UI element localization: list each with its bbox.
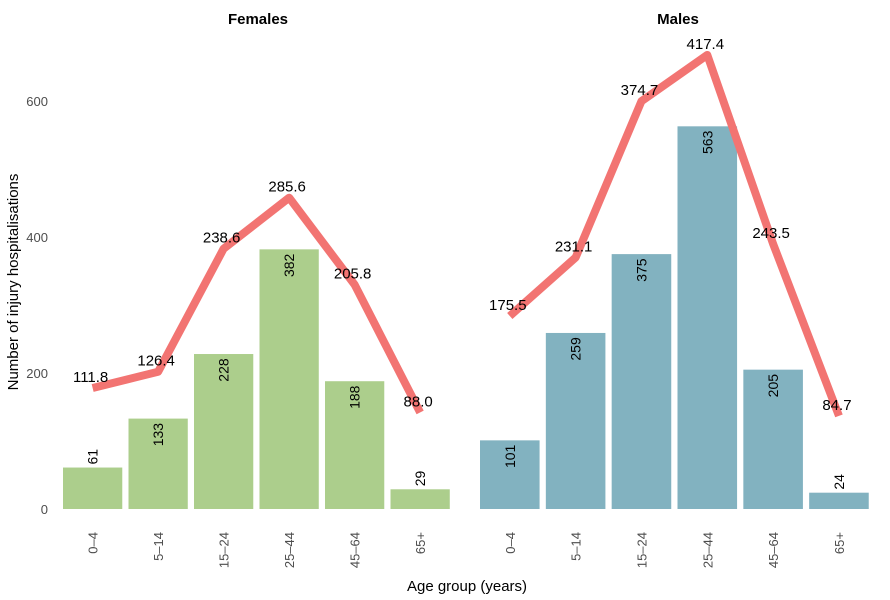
x-tick-label: 15–24 bbox=[217, 532, 232, 568]
x-tick-label: 65+ bbox=[413, 532, 428, 554]
bar bbox=[63, 467, 123, 509]
bar bbox=[611, 254, 672, 509]
bar bbox=[128, 418, 188, 509]
bar-value-label: 205 bbox=[765, 374, 781, 398]
bar-value-label: 563 bbox=[699, 130, 715, 154]
rate-value-label: 417.4 bbox=[687, 36, 725, 53]
rate-value-label: 285.6 bbox=[268, 179, 306, 196]
chart-panels: Females 61 0–4 133 5–14 228 15–24 382 25–44 188 45… bbox=[63, 11, 869, 568]
x-tick-label: 0–4 bbox=[86, 532, 101, 554]
panel-title: Females bbox=[228, 11, 288, 28]
x-tick-label: 5–14 bbox=[151, 532, 166, 561]
bar bbox=[809, 492, 869, 509]
rate-value-label: 238.6 bbox=[203, 230, 241, 247]
bar bbox=[325, 381, 385, 509]
y-tick-label: 400 bbox=[26, 230, 48, 245]
x-tick-label: 25–44 bbox=[700, 532, 715, 568]
y-tick-label: 0 bbox=[41, 502, 48, 517]
bar-value-label: 382 bbox=[281, 253, 297, 277]
bar bbox=[194, 354, 254, 509]
bar bbox=[545, 332, 606, 509]
bar-value-label: 24 bbox=[831, 474, 847, 490]
bar-value-label: 228 bbox=[216, 358, 232, 382]
x-tick-label: 5–14 bbox=[569, 532, 584, 561]
x-axis-title: Age group (years) bbox=[407, 578, 527, 595]
rate-value-label: 111.8 bbox=[73, 369, 108, 386]
y-tick-label: 200 bbox=[26, 366, 48, 381]
bar bbox=[480, 440, 540, 509]
rate-value-label: 374.7 bbox=[621, 82, 659, 99]
bar bbox=[390, 489, 450, 509]
x-tick-label: 45–64 bbox=[766, 532, 781, 568]
panel-females: Females 61 0–4 133 5–14 228 15–24 382 25–44 188 45… bbox=[63, 11, 450, 568]
rate-line bbox=[91, 193, 424, 415]
rate-value-label: 175.5 bbox=[489, 297, 527, 314]
rate-value-label: 231.1 bbox=[555, 239, 593, 256]
bar bbox=[743, 369, 803, 509]
bar bbox=[259, 249, 319, 510]
bar bbox=[677, 126, 738, 510]
bar-value-label: 375 bbox=[633, 258, 649, 282]
rate-value-label: 84.7 bbox=[822, 397, 851, 414]
bar-value-label: 101 bbox=[502, 444, 518, 468]
y-tick-label: 600 bbox=[26, 94, 48, 109]
x-tick-label: 25–44 bbox=[282, 532, 297, 568]
bar-value-label: 61 bbox=[85, 449, 101, 465]
panel-title: Males bbox=[657, 11, 699, 28]
x-tick-label: 45–64 bbox=[348, 532, 363, 568]
x-tick-label: 0–4 bbox=[503, 532, 518, 554]
panel-males: Males 101 0–4 259 5–14 375 15–24 563 25–44 205 45–… bbox=[480, 11, 869, 568]
rate-value-label: 205.8 bbox=[334, 266, 372, 283]
y-axis: 0 200 400 600 bbox=[26, 94, 48, 517]
y-axis-title: Number of injury hospitalisations bbox=[5, 174, 22, 391]
bar-value-label: 133 bbox=[150, 423, 166, 447]
x-tick-label: 65+ bbox=[832, 532, 847, 554]
bar-value-label: 29 bbox=[412, 471, 428, 487]
x-tick-label: 15–24 bbox=[634, 532, 649, 568]
rate-value-label: 88.0 bbox=[404, 393, 433, 410]
bar-value-label: 259 bbox=[568, 337, 584, 361]
bar-value-label: 188 bbox=[347, 385, 363, 409]
rate-value-label: 126.4 bbox=[137, 353, 175, 370]
rate-line bbox=[507, 50, 843, 418]
rate-value-label: 243.5 bbox=[752, 225, 790, 242]
